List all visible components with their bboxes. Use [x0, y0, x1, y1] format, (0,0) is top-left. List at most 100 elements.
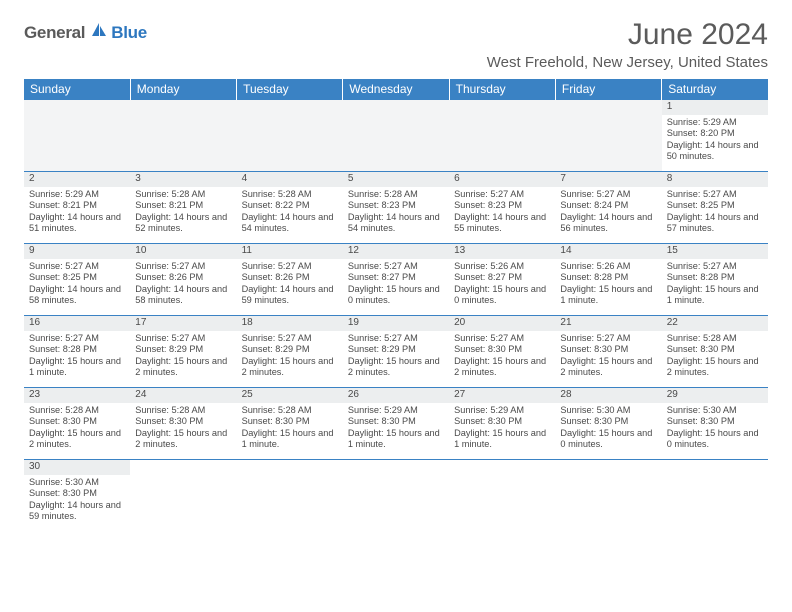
sail-icon	[90, 22, 108, 43]
sunset-text: Sunset: 8:25 PM	[29, 272, 125, 284]
sunset-text: Sunset: 8:30 PM	[667, 416, 763, 428]
calendar-cell	[449, 460, 555, 532]
sunrise-text: Sunrise: 5:27 AM	[135, 333, 231, 345]
sunset-text: Sunset: 8:23 PM	[348, 200, 444, 212]
sunrise-text: Sunrise: 5:27 AM	[667, 261, 763, 273]
day-header: Saturday	[662, 79, 768, 100]
daylight-text: Daylight: 15 hours and 2 minutes.	[29, 428, 125, 451]
day-number: 15	[667, 245, 678, 256]
day-number: 18	[242, 317, 253, 328]
day-header: Thursday	[449, 79, 555, 100]
brand-part2: Blue	[111, 23, 147, 43]
day-header: Friday	[555, 79, 661, 100]
daynum-band: 25	[237, 388, 343, 403]
sunrise-text: Sunrise: 5:27 AM	[29, 333, 125, 345]
calendar-cell: 19Sunrise: 5:27 AMSunset: 8:29 PMDayligh…	[343, 316, 449, 388]
daylight-text: Daylight: 14 hours and 54 minutes.	[242, 212, 338, 235]
day-number: 13	[454, 245, 465, 256]
sunset-text: Sunset: 8:20 PM	[667, 128, 763, 140]
calendar-cell: 8Sunrise: 5:27 AMSunset: 8:25 PMDaylight…	[662, 172, 768, 244]
day-number: 21	[560, 317, 571, 328]
daylight-text: Daylight: 14 hours and 54 minutes.	[348, 212, 444, 235]
sunset-text: Sunset: 8:22 PM	[242, 200, 338, 212]
sunset-text: Sunset: 8:30 PM	[560, 344, 656, 356]
daylight-text: Daylight: 15 hours and 1 minute.	[348, 428, 444, 451]
calendar-cell	[237, 100, 343, 172]
sunset-text: Sunset: 8:29 PM	[135, 344, 231, 356]
daylight-text: Daylight: 14 hours and 59 minutes.	[29, 500, 125, 523]
sunrise-text: Sunrise: 5:26 AM	[454, 261, 550, 273]
calendar-cell: 15Sunrise: 5:27 AMSunset: 8:28 PMDayligh…	[662, 244, 768, 316]
daylight-text: Daylight: 15 hours and 1 minute.	[667, 284, 763, 307]
daynum-band: 16	[24, 316, 130, 331]
daynum-band: 8	[662, 172, 768, 187]
daynum-band: 27	[449, 388, 555, 403]
daylight-text: Daylight: 14 hours and 58 minutes.	[135, 284, 231, 307]
calendar-row: 30Sunrise: 5:30 AMSunset: 8:30 PMDayligh…	[24, 460, 768, 532]
daylight-text: Daylight: 14 hours and 52 minutes.	[135, 212, 231, 235]
day-number: 29	[667, 389, 678, 400]
sunrise-text: Sunrise: 5:28 AM	[29, 405, 125, 417]
calendar-cell	[237, 460, 343, 532]
calendar-cell: 6Sunrise: 5:27 AMSunset: 8:23 PMDaylight…	[449, 172, 555, 244]
calendar-cell	[24, 100, 130, 172]
day-number: 27	[454, 389, 465, 400]
calendar-cell: 3Sunrise: 5:28 AMSunset: 8:21 PMDaylight…	[130, 172, 236, 244]
daynum-band: 11	[237, 244, 343, 259]
day-number: 6	[454, 173, 460, 184]
calendar-cell: 24Sunrise: 5:28 AMSunset: 8:30 PMDayligh…	[130, 388, 236, 460]
daynum-band: 1	[662, 100, 768, 115]
calendar-cell: 4Sunrise: 5:28 AMSunset: 8:22 PMDaylight…	[237, 172, 343, 244]
daylight-text: Daylight: 15 hours and 1 minute.	[454, 428, 550, 451]
calendar-cell: 23Sunrise: 5:28 AMSunset: 8:30 PMDayligh…	[24, 388, 130, 460]
calendar-cell	[343, 460, 449, 532]
daylight-text: Daylight: 14 hours and 59 minutes.	[242, 284, 338, 307]
sunrise-text: Sunrise: 5:28 AM	[242, 405, 338, 417]
calendar-row: 1Sunrise: 5:29 AMSunset: 8:20 PMDaylight…	[24, 100, 768, 172]
daylight-text: Daylight: 14 hours and 51 minutes.	[29, 212, 125, 235]
sunset-text: Sunset: 8:29 PM	[242, 344, 338, 356]
calendar-row: 16Sunrise: 5:27 AMSunset: 8:28 PMDayligh…	[24, 316, 768, 388]
day-number: 5	[348, 173, 354, 184]
month-title: June 2024	[487, 18, 768, 52]
daynum-band: 17	[130, 316, 236, 331]
sunset-text: Sunset: 8:30 PM	[667, 344, 763, 356]
daynum-band: 13	[449, 244, 555, 259]
sunrise-text: Sunrise: 5:27 AM	[348, 333, 444, 345]
daynum-band: 28	[555, 388, 661, 403]
day-number: 24	[135, 389, 146, 400]
daynum-band: 22	[662, 316, 768, 331]
day-number: 23	[29, 389, 40, 400]
daynum-band: 9	[24, 244, 130, 259]
daylight-text: Daylight: 15 hours and 2 minutes.	[242, 356, 338, 379]
sunrise-text: Sunrise: 5:29 AM	[29, 189, 125, 201]
daynum-band: 4	[237, 172, 343, 187]
daylight-text: Daylight: 14 hours and 56 minutes.	[560, 212, 656, 235]
sunrise-text: Sunrise: 5:26 AM	[560, 261, 656, 273]
sunset-text: Sunset: 8:25 PM	[667, 200, 763, 212]
day-number: 25	[242, 389, 253, 400]
sunrise-text: Sunrise: 5:27 AM	[242, 261, 338, 273]
sunset-text: Sunset: 8:26 PM	[135, 272, 231, 284]
calendar-cell: 21Sunrise: 5:27 AMSunset: 8:30 PMDayligh…	[555, 316, 661, 388]
calendar-cell: 22Sunrise: 5:28 AMSunset: 8:30 PMDayligh…	[662, 316, 768, 388]
sunset-text: Sunset: 8:30 PM	[560, 416, 656, 428]
location: West Freehold, New Jersey, United States	[487, 54, 768, 71]
calendar-cell: 11Sunrise: 5:27 AMSunset: 8:26 PMDayligh…	[237, 244, 343, 316]
day-header: Tuesday	[237, 79, 343, 100]
day-number: 10	[135, 245, 146, 256]
calendar-cell	[130, 100, 236, 172]
sunset-text: Sunset: 8:21 PM	[29, 200, 125, 212]
day-number: 17	[135, 317, 146, 328]
sunset-text: Sunset: 8:30 PM	[454, 344, 550, 356]
day-number: 7	[560, 173, 566, 184]
daynum-band: 19	[343, 316, 449, 331]
calendar-cell: 1Sunrise: 5:29 AMSunset: 8:20 PMDaylight…	[662, 100, 768, 172]
day-number: 4	[242, 173, 248, 184]
daylight-text: Daylight: 14 hours and 55 minutes.	[454, 212, 550, 235]
header: General Blue June 2024 West Freehold, Ne…	[24, 18, 768, 71]
sunset-text: Sunset: 8:30 PM	[454, 416, 550, 428]
daynum-band: 15	[662, 244, 768, 259]
calendar-cell: 27Sunrise: 5:29 AMSunset: 8:30 PMDayligh…	[449, 388, 555, 460]
sunrise-text: Sunrise: 5:28 AM	[348, 189, 444, 201]
